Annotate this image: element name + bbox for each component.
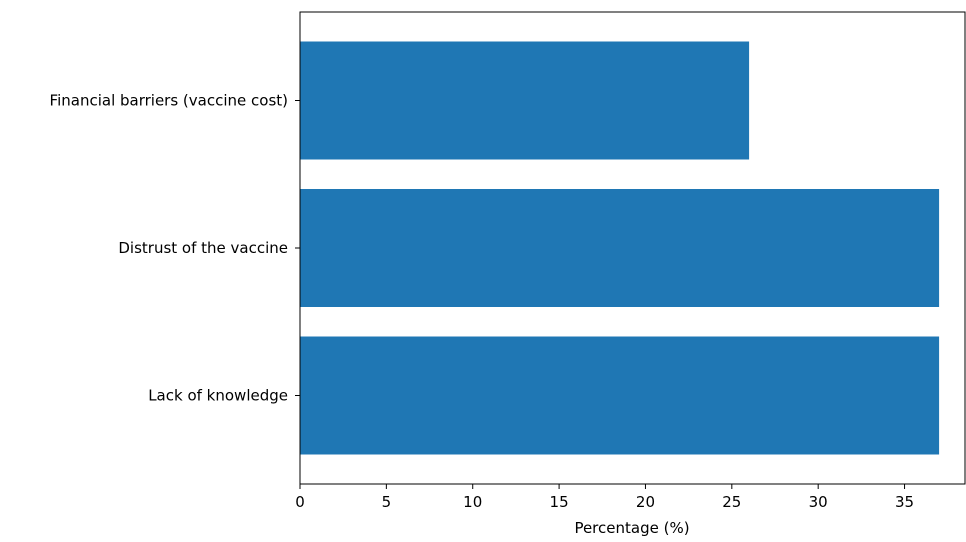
x-tick-label: 15	[550, 493, 569, 511]
bar-lack-of-knowledge	[300, 336, 940, 455]
x-tick-label: 20	[636, 493, 655, 511]
x-axis-label: Percentage (%)	[574, 519, 689, 537]
x-tick-label: 10	[463, 493, 482, 511]
y-tick-label: Financial barriers (vaccine cost)	[50, 92, 288, 110]
bar-financial-barriers-vaccine-cost	[300, 41, 750, 160]
x-tick-label: 0	[295, 493, 305, 511]
x-tick-label: 35	[895, 493, 914, 511]
bar-distrust-of-the-vaccine	[300, 189, 940, 307]
bars-layer	[300, 41, 940, 455]
x-axis: 0 5 10 15 20 25 30 35	[295, 484, 914, 511]
x-tick-label: 5	[382, 493, 392, 511]
y-tick-label: Distrust of the vaccine	[118, 239, 288, 257]
x-tick-label: 25	[722, 493, 741, 511]
y-tick-label: Lack of knowledge	[148, 387, 288, 405]
y-axis: Lack of knowledge Distrust of the vaccine…	[50, 92, 300, 405]
x-tick-label: 30	[809, 493, 828, 511]
